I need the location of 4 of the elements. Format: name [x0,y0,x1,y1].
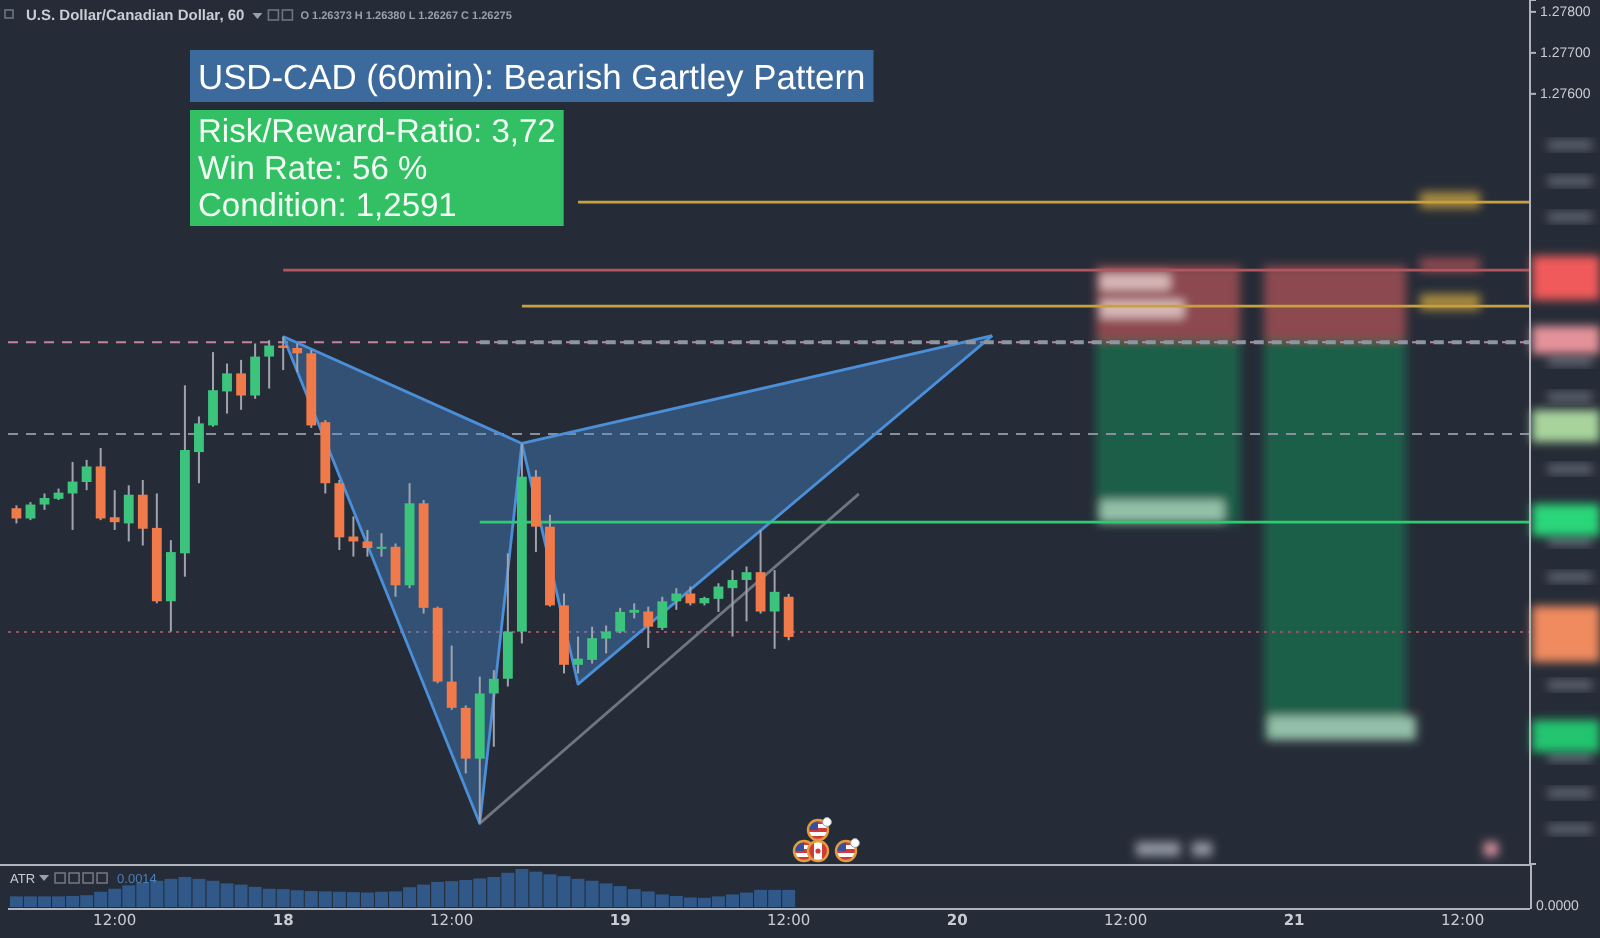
annotation: Win Rate: 56 % [198,151,428,187]
annotation: Condition: 1,2591 [198,188,457,224]
annotation: Risk/Reward-Ratio: 3,72 [198,114,556,150]
text: USD-CAD (60min): Bearish Gartley Pattern [198,57,866,97]
